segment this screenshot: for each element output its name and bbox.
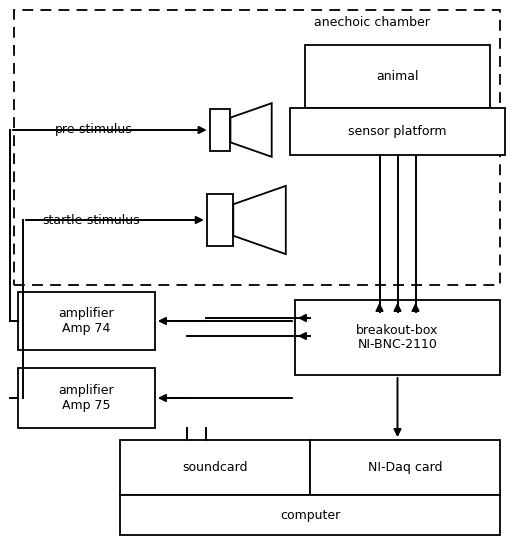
Bar [310, 440, 500, 495]
Bar [209, 109, 231, 150]
Text: sensor platform: sensor platform [348, 125, 447, 138]
Text: soundcard: soundcard [183, 461, 248, 474]
Text: startle-stimulus: startle-stimulus [42, 213, 140, 226]
Bar [18, 368, 155, 428]
Bar [290, 108, 505, 155]
Text: amplifier
Amp 74: amplifier Amp 74 [59, 307, 114, 335]
Bar [207, 194, 233, 246]
Bar [305, 45, 490, 108]
Bar [120, 440, 310, 495]
Text: NI-Daq card: NI-Daq card [368, 461, 442, 474]
Polygon shape [231, 103, 272, 157]
Text: amplifier
Amp 75: amplifier Amp 75 [59, 384, 114, 412]
Bar [120, 495, 500, 535]
Text: anechoic chamber: anechoic chamber [314, 16, 430, 29]
Bar [18, 292, 155, 350]
Text: computer: computer [280, 508, 340, 522]
Text: animal: animal [376, 70, 419, 83]
Text: pre-stimulus: pre-stimulus [55, 123, 133, 136]
Polygon shape [233, 186, 286, 254]
Text: breakout-box
NI-BNC-2110: breakout-box NI-BNC-2110 [357, 323, 439, 351]
Bar [295, 300, 500, 375]
Bar [14, 10, 500, 285]
